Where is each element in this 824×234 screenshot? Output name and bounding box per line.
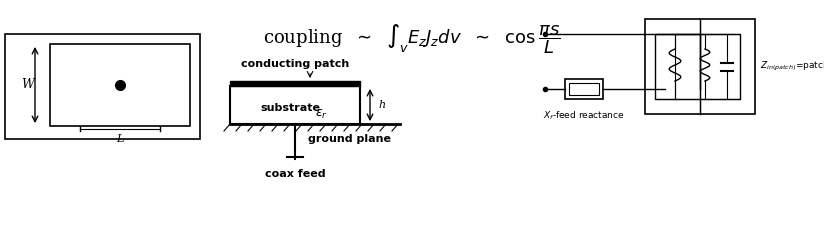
- Bar: [645, 19, 755, 114]
- Text: W: W: [21, 78, 35, 91]
- Bar: [50, 44, 190, 126]
- Bar: [5, 34, 200, 139]
- Text: h: h: [378, 100, 385, 110]
- Text: $Z_{in(patch)}$=patch impedance: $Z_{in(patch)}$=patch impedance: [760, 60, 824, 73]
- Bar: [565, 79, 603, 99]
- Text: ground plane: ground plane: [308, 134, 391, 144]
- Text: $\varepsilon_r$: $\varepsilon_r$: [315, 107, 328, 121]
- Bar: [655, 34, 740, 99]
- Text: $X_f$-feed reactance: $X_f$-feed reactance: [543, 109, 625, 121]
- Text: coupling  $\sim$  $\int_{v} E_z J_z dv$  $\sim$  $\cos \dfrac{\pi s}{L}$: coupling $\sim$ $\int_{v} E_z J_z dv$ $\…: [264, 22, 560, 56]
- Text: coax feed: coax feed: [265, 169, 325, 179]
- Bar: [569, 83, 599, 95]
- Text: L: L: [116, 134, 124, 144]
- Text: substrate: substrate: [260, 103, 320, 113]
- Bar: [230, 86, 360, 124]
- Text: conducting patch: conducting patch: [241, 59, 349, 69]
